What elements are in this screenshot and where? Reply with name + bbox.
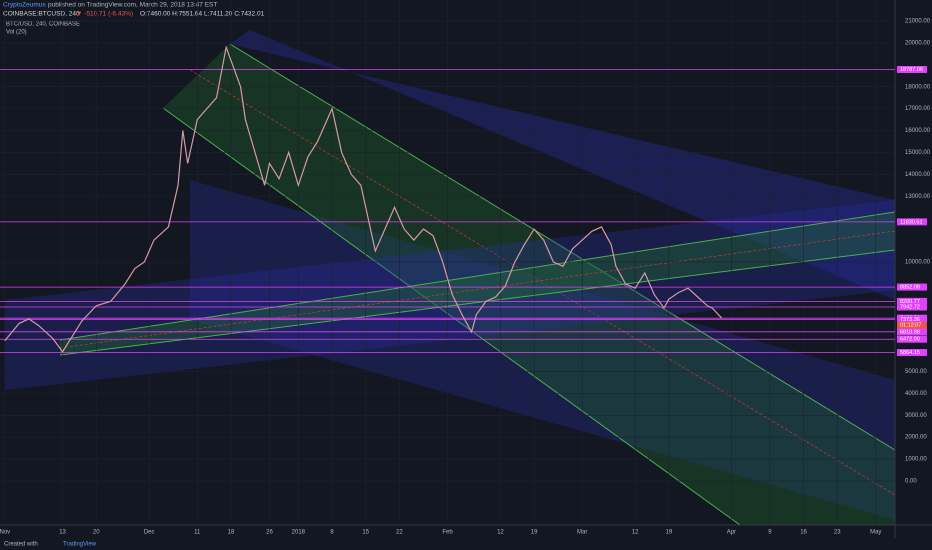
blue-channel: [5, 200, 895, 390]
x-tick-label: Nov: [0, 530, 10, 536]
y-tick-label: 16000.00: [905, 128, 931, 134]
y-tick-label: 10000.00: [905, 260, 931, 266]
x-tick-label: 23: [834, 530, 841, 536]
x-tick-label: 22: [396, 530, 403, 536]
level-label-box: [897, 315, 927, 323]
x-tick-label: 19: [531, 530, 538, 536]
level-label: 8852.08: [900, 285, 920, 291]
x-tick-label: Apr: [727, 530, 736, 536]
level-label: 11830.51: [900, 219, 923, 225]
indicator: Vol (20): [6, 30, 27, 36]
channel-line: [59, 211, 896, 341]
y-tick-label: 4000.00: [905, 391, 927, 397]
x-tick-label: 9: [768, 530, 772, 536]
countdown-box: [897, 321, 927, 329]
x-tick-label: 16: [800, 530, 807, 536]
level-label-box: [897, 218, 927, 226]
channel-line: [59, 249, 896, 356]
y-tick-label: 2000.00: [905, 435, 927, 441]
x-tick-label: 2018: [292, 530, 306, 536]
level-label: 6810.98: [900, 329, 920, 335]
countdown: 01:12:07: [900, 323, 921, 329]
level-label-box: [897, 349, 927, 357]
level-label-box: [897, 328, 927, 336]
mid-line: [59, 230, 896, 349]
x-tick-label: 15: [362, 530, 369, 536]
x-tick-label: 26: [266, 530, 273, 536]
ohlc: O:7460.00 H:7551.64 L:7411.20 C:7432.01: [140, 11, 265, 18]
author[interactable]: CryptoZeumus: [3, 2, 46, 9]
level-label: 6472.00: [900, 337, 920, 343]
level-label: 7942.72: [900, 304, 920, 310]
y-tick-label: 18000.00: [905, 84, 931, 90]
level-label-box: [897, 335, 927, 343]
y-tick-label: 1000.00: [905, 457, 927, 463]
blue-channel: [230, 30, 895, 300]
level-label-box: [897, 303, 927, 311]
y-tick-label: 0.00: [905, 479, 917, 485]
level-label-box: [897, 65, 927, 73]
x-tick-label: 8: [330, 530, 334, 536]
chart-title: BTC/USD, 240, COINBASE: [6, 22, 80, 28]
brand[interactable]: TradingView: [63, 542, 97, 548]
level-label: 5864.15: [900, 350, 920, 356]
published: published on TradingView.com, March 29, …: [48, 2, 217, 9]
level-label-box: [897, 297, 927, 305]
level-label: 18787.06: [900, 67, 923, 73]
y-tick-label: 14000.00: [905, 172, 931, 178]
y-tick-label: 5000.00: [905, 369, 927, 375]
y-tick-label: 17000.00: [905, 106, 931, 112]
x-tick-label: Mar: [577, 530, 587, 536]
symbol: COINBASE:BTCUSD, 240: [3, 11, 80, 18]
x-tick-label: 12: [497, 530, 504, 536]
x-tick-label: 11: [194, 530, 201, 536]
y-tick-label: 21000.00: [905, 19, 931, 25]
change: ▼ -510.71 (-6.43%): [76, 11, 133, 18]
y-tick-label: 15000.00: [905, 150, 931, 156]
x-tick-label: Feb: [442, 530, 453, 536]
y-tick-label: 3000.00: [905, 413, 927, 419]
footer: Created with: [4, 542, 38, 548]
channel-line: [229, 43, 896, 451]
mid-line: [189, 69, 896, 496]
blue-channel: [190, 180, 895, 520]
level-label: 8200.77: [900, 299, 920, 305]
x-tick-label: 19: [666, 530, 673, 536]
price-line: [4, 45, 723, 353]
y-tick-label: 13000.00: [905, 194, 931, 200]
x-tick-label: Dec: [144, 530, 155, 536]
x-tick-label: 13: [59, 530, 66, 536]
level-label-box: [897, 283, 927, 291]
x-tick-label: 18: [228, 530, 235, 536]
channel-line: [162, 107, 741, 526]
x-tick-label: 20: [93, 530, 100, 536]
x-tick-label: 12: [632, 530, 639, 536]
level-label: 7373.36: [900, 317, 920, 323]
y-tick-label: 20000.00: [905, 41, 931, 47]
x-tick-label: May: [870, 530, 881, 536]
